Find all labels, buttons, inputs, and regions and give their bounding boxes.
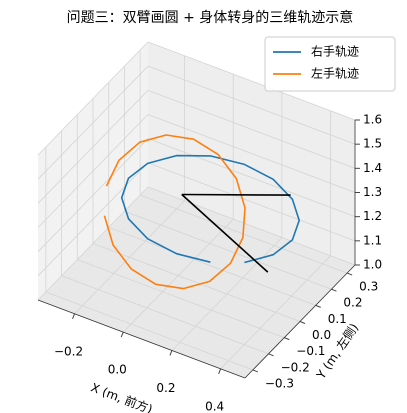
x-tick bbox=[120, 331, 124, 338]
y-tick-label: 0.0 bbox=[312, 328, 331, 342]
z-tick-label: 1.3 bbox=[363, 185, 382, 199]
legend-label: 左手轨迹 bbox=[311, 66, 359, 81]
grid-line bbox=[45, 291, 253, 371]
grid-line bbox=[108, 226, 316, 306]
y-tick-label: 0.3 bbox=[359, 280, 378, 294]
legend-label: 右手轨迹 bbox=[311, 44, 359, 59]
y-tick bbox=[315, 304, 321, 308]
x-tick bbox=[72, 313, 75, 319]
y-tick-label: −0.2 bbox=[281, 360, 310, 374]
grid-line bbox=[92, 243, 301, 322]
x-tick bbox=[218, 368, 222, 375]
grid-line bbox=[147, 41, 356, 121]
grid-line bbox=[147, 162, 356, 242]
x-axis-label: X (m, 前方) bbox=[89, 379, 155, 413]
z-tick-label: 1.2 bbox=[363, 209, 382, 223]
grid-line bbox=[37, 114, 149, 228]
y-tick-label: 0.2 bbox=[343, 296, 362, 310]
y-tick-label: −0.3 bbox=[265, 376, 294, 390]
y-tick bbox=[284, 337, 290, 341]
x-tick bbox=[169, 350, 173, 356]
z-tick-label: 1.1 bbox=[363, 233, 382, 247]
z-tick-label: 1.6 bbox=[363, 113, 382, 127]
trajectory-line bbox=[181, 193, 291, 196]
grid-line bbox=[147, 65, 356, 145]
grid-line bbox=[37, 65, 149, 180]
grid-line bbox=[61, 275, 269, 355]
grid-line bbox=[124, 210, 332, 290]
y-tick bbox=[268, 353, 274, 357]
grid-line bbox=[147, 138, 356, 218]
z-tick-label: 1.0 bbox=[363, 258, 382, 272]
grid-line bbox=[37, 41, 149, 156]
y-tick-label: 0.1 bbox=[328, 312, 347, 326]
y-tick bbox=[331, 288, 337, 292]
grid-line bbox=[37, 186, 149, 301]
x-tick-label: 0.2 bbox=[156, 381, 175, 395]
y-tick-label: −0.1 bbox=[296, 344, 325, 358]
x-tick-label: 0.4 bbox=[205, 399, 224, 413]
axis-line bbox=[244, 264, 356, 379]
grid-line bbox=[37, 162, 149, 277]
z-tick-label: 1.4 bbox=[363, 161, 382, 175]
trajectory-line bbox=[103, 134, 246, 290]
chart-title: 问题三：双臂画圆 + 身体转身的三维轨迹示意 bbox=[67, 9, 354, 26]
trajectory-line bbox=[120, 154, 300, 264]
y-tick bbox=[346, 272, 353, 276]
x-tick-label: 0.0 bbox=[108, 363, 127, 377]
trajectory-line bbox=[181, 193, 269, 273]
grid-line bbox=[147, 114, 356, 193]
axis-line bbox=[37, 299, 246, 379]
grid-line bbox=[77, 259, 285, 339]
grid-line bbox=[37, 138, 149, 252]
grid-line bbox=[37, 90, 149, 204]
x-tick-label: −0.2 bbox=[54, 344, 83, 358]
legend-frame bbox=[264, 36, 396, 92]
y-tick bbox=[252, 369, 259, 373]
y-tick bbox=[299, 321, 306, 324]
grid-line bbox=[147, 186, 356, 266]
grid-line bbox=[147, 89, 356, 169]
z-tick-label: 1.5 bbox=[363, 137, 382, 151]
